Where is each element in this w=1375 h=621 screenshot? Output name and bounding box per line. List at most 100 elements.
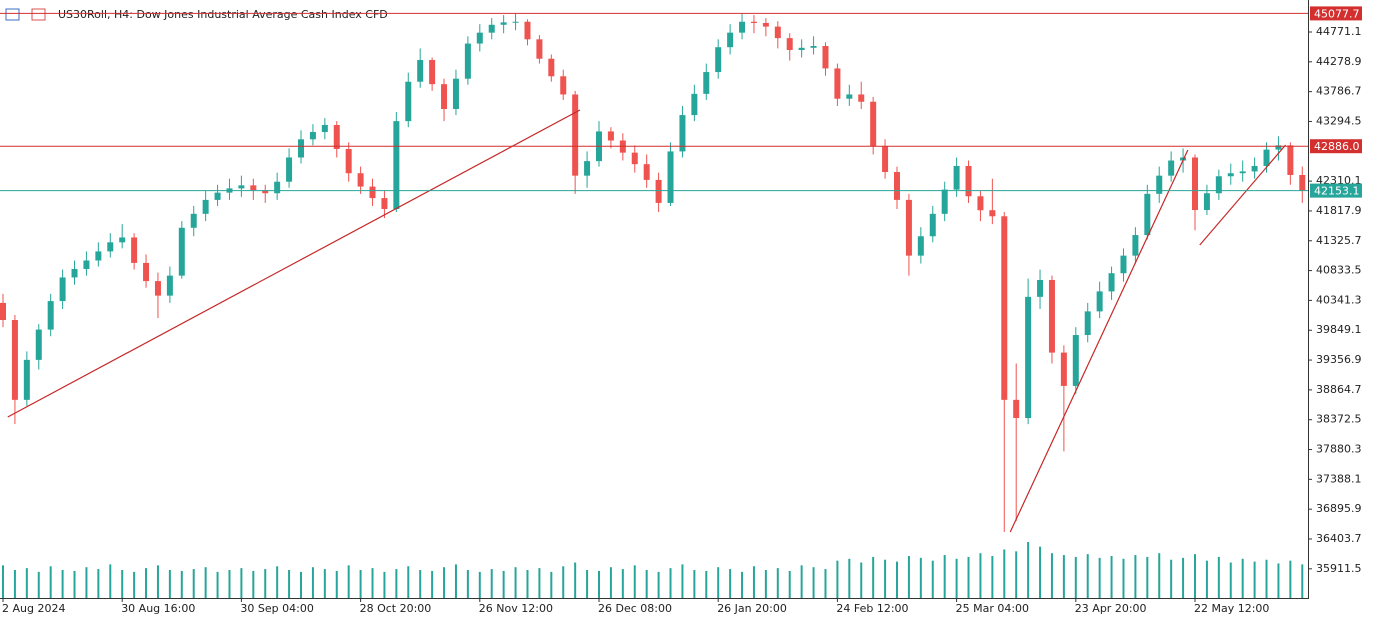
volume-bar [776, 568, 779, 598]
candle-body [1060, 352, 1067, 386]
candle-body [965, 165, 972, 197]
candle-body [154, 281, 161, 296]
candle-body [739, 21, 746, 33]
candle-body [953, 165, 960, 190]
volume-bar [848, 558, 851, 598]
icon-window [5, 8, 20, 21]
candle-body [214, 192, 221, 200]
candle-body [119, 237, 126, 243]
volume-bar [25, 568, 28, 598]
x-tick-label: 23 Apr 20:00 [1075, 602, 1147, 615]
candle-body [1120, 255, 1127, 274]
volume-bar [788, 570, 791, 598]
volume-bar [752, 566, 755, 598]
candle-body [762, 22, 769, 27]
volume-bar [443, 567, 446, 598]
volume-bar [1170, 559, 1173, 598]
candle-body [894, 172, 900, 200]
candle-body [1239, 171, 1246, 174]
volume-bar [967, 556, 970, 598]
volume-bar [741, 571, 744, 598]
volume-bar [872, 556, 875, 598]
y-tick-label: 35911.5 [1316, 562, 1362, 575]
level-label: 42153.1 [1314, 185, 1360, 198]
volume-bar [1027, 542, 1030, 598]
volume-bar [133, 571, 136, 598]
volume-bar [347, 565, 350, 598]
volume-bar [311, 567, 314, 598]
volume-bar [717, 567, 720, 598]
volume-bar [812, 567, 815, 598]
volume-bar [85, 567, 88, 598]
candle-body [643, 164, 650, 180]
x-tick-label: 30 Sep 04:00 [240, 602, 313, 615]
volume-bar [1015, 551, 1018, 598]
candle-body [524, 21, 531, 40]
volume-bar [943, 555, 946, 598]
candle-body [679, 115, 686, 152]
candle-body [1192, 157, 1198, 211]
volume-bar [1074, 556, 1077, 598]
volume-bar [216, 571, 219, 598]
candle-body [131, 237, 138, 263]
candle-body [1168, 160, 1175, 176]
candle-body [1144, 193, 1151, 236]
volume-bar [1158, 553, 1161, 598]
volume-bar [383, 571, 386, 598]
candle-body [917, 236, 924, 256]
volume-bar [764, 570, 767, 598]
trendline [1199, 144, 1287, 246]
volume-bar [550, 571, 553, 598]
candle-body [488, 24, 495, 33]
candle-body [381, 198, 388, 209]
volume-bar [657, 571, 660, 598]
candle-body [703, 72, 710, 94]
candle-body [1263, 149, 1270, 166]
volume-bar [633, 565, 636, 598]
candle-body [333, 125, 340, 150]
volume-bar [1182, 557, 1185, 598]
volume-bar [693, 570, 696, 598]
volume-bar [1122, 558, 1125, 598]
candle-body [298, 139, 304, 158]
volume-bar [514, 567, 517, 598]
volume-bar [145, 568, 148, 598]
candle-body [476, 32, 483, 44]
y-tick-label: 40833.5 [1316, 264, 1362, 277]
volume-bar [586, 570, 589, 598]
volume-bar [37, 571, 40, 598]
candle-body [238, 185, 245, 189]
candle-body [929, 213, 936, 237]
volume-bar [860, 562, 863, 598]
candle-body [1132, 235, 1139, 256]
volume-bar [574, 562, 577, 598]
candle-body [631, 152, 638, 165]
volume-bar [109, 564, 112, 598]
candle-body [750, 21, 757, 23]
volume-bar [502, 570, 505, 598]
volume-bar [1241, 558, 1244, 598]
candle-body [1048, 280, 1055, 353]
volume-bar [478, 571, 481, 598]
volume-bar [490, 569, 493, 598]
level-label-box [1310, 183, 1362, 198]
trendline [1009, 149, 1189, 533]
volume-bar [395, 569, 398, 598]
x-tick-label: 2 Aug 2024 [2, 602, 65, 615]
candle-body [786, 38, 793, 50]
candle-body [870, 101, 877, 147]
candle-body [1072, 335, 1079, 386]
volume-bar [931, 560, 934, 598]
candle-body [166, 275, 173, 296]
y-tick-label: 44771.1 [1316, 25, 1362, 38]
candle-body [1251, 165, 1258, 172]
y-tick-label: 39356.9 [1316, 353, 1362, 366]
x-tick-label: 25 Mar 04:00 [956, 602, 1029, 615]
level-label: 42886.0 [1314, 140, 1360, 153]
volume-bar [669, 568, 672, 598]
volume-bar [13, 570, 16, 598]
y-tick-label: 44278.9 [1316, 55, 1362, 68]
candle-body [11, 319, 18, 400]
candle-body [1108, 273, 1115, 292]
volume-bar [419, 570, 422, 598]
